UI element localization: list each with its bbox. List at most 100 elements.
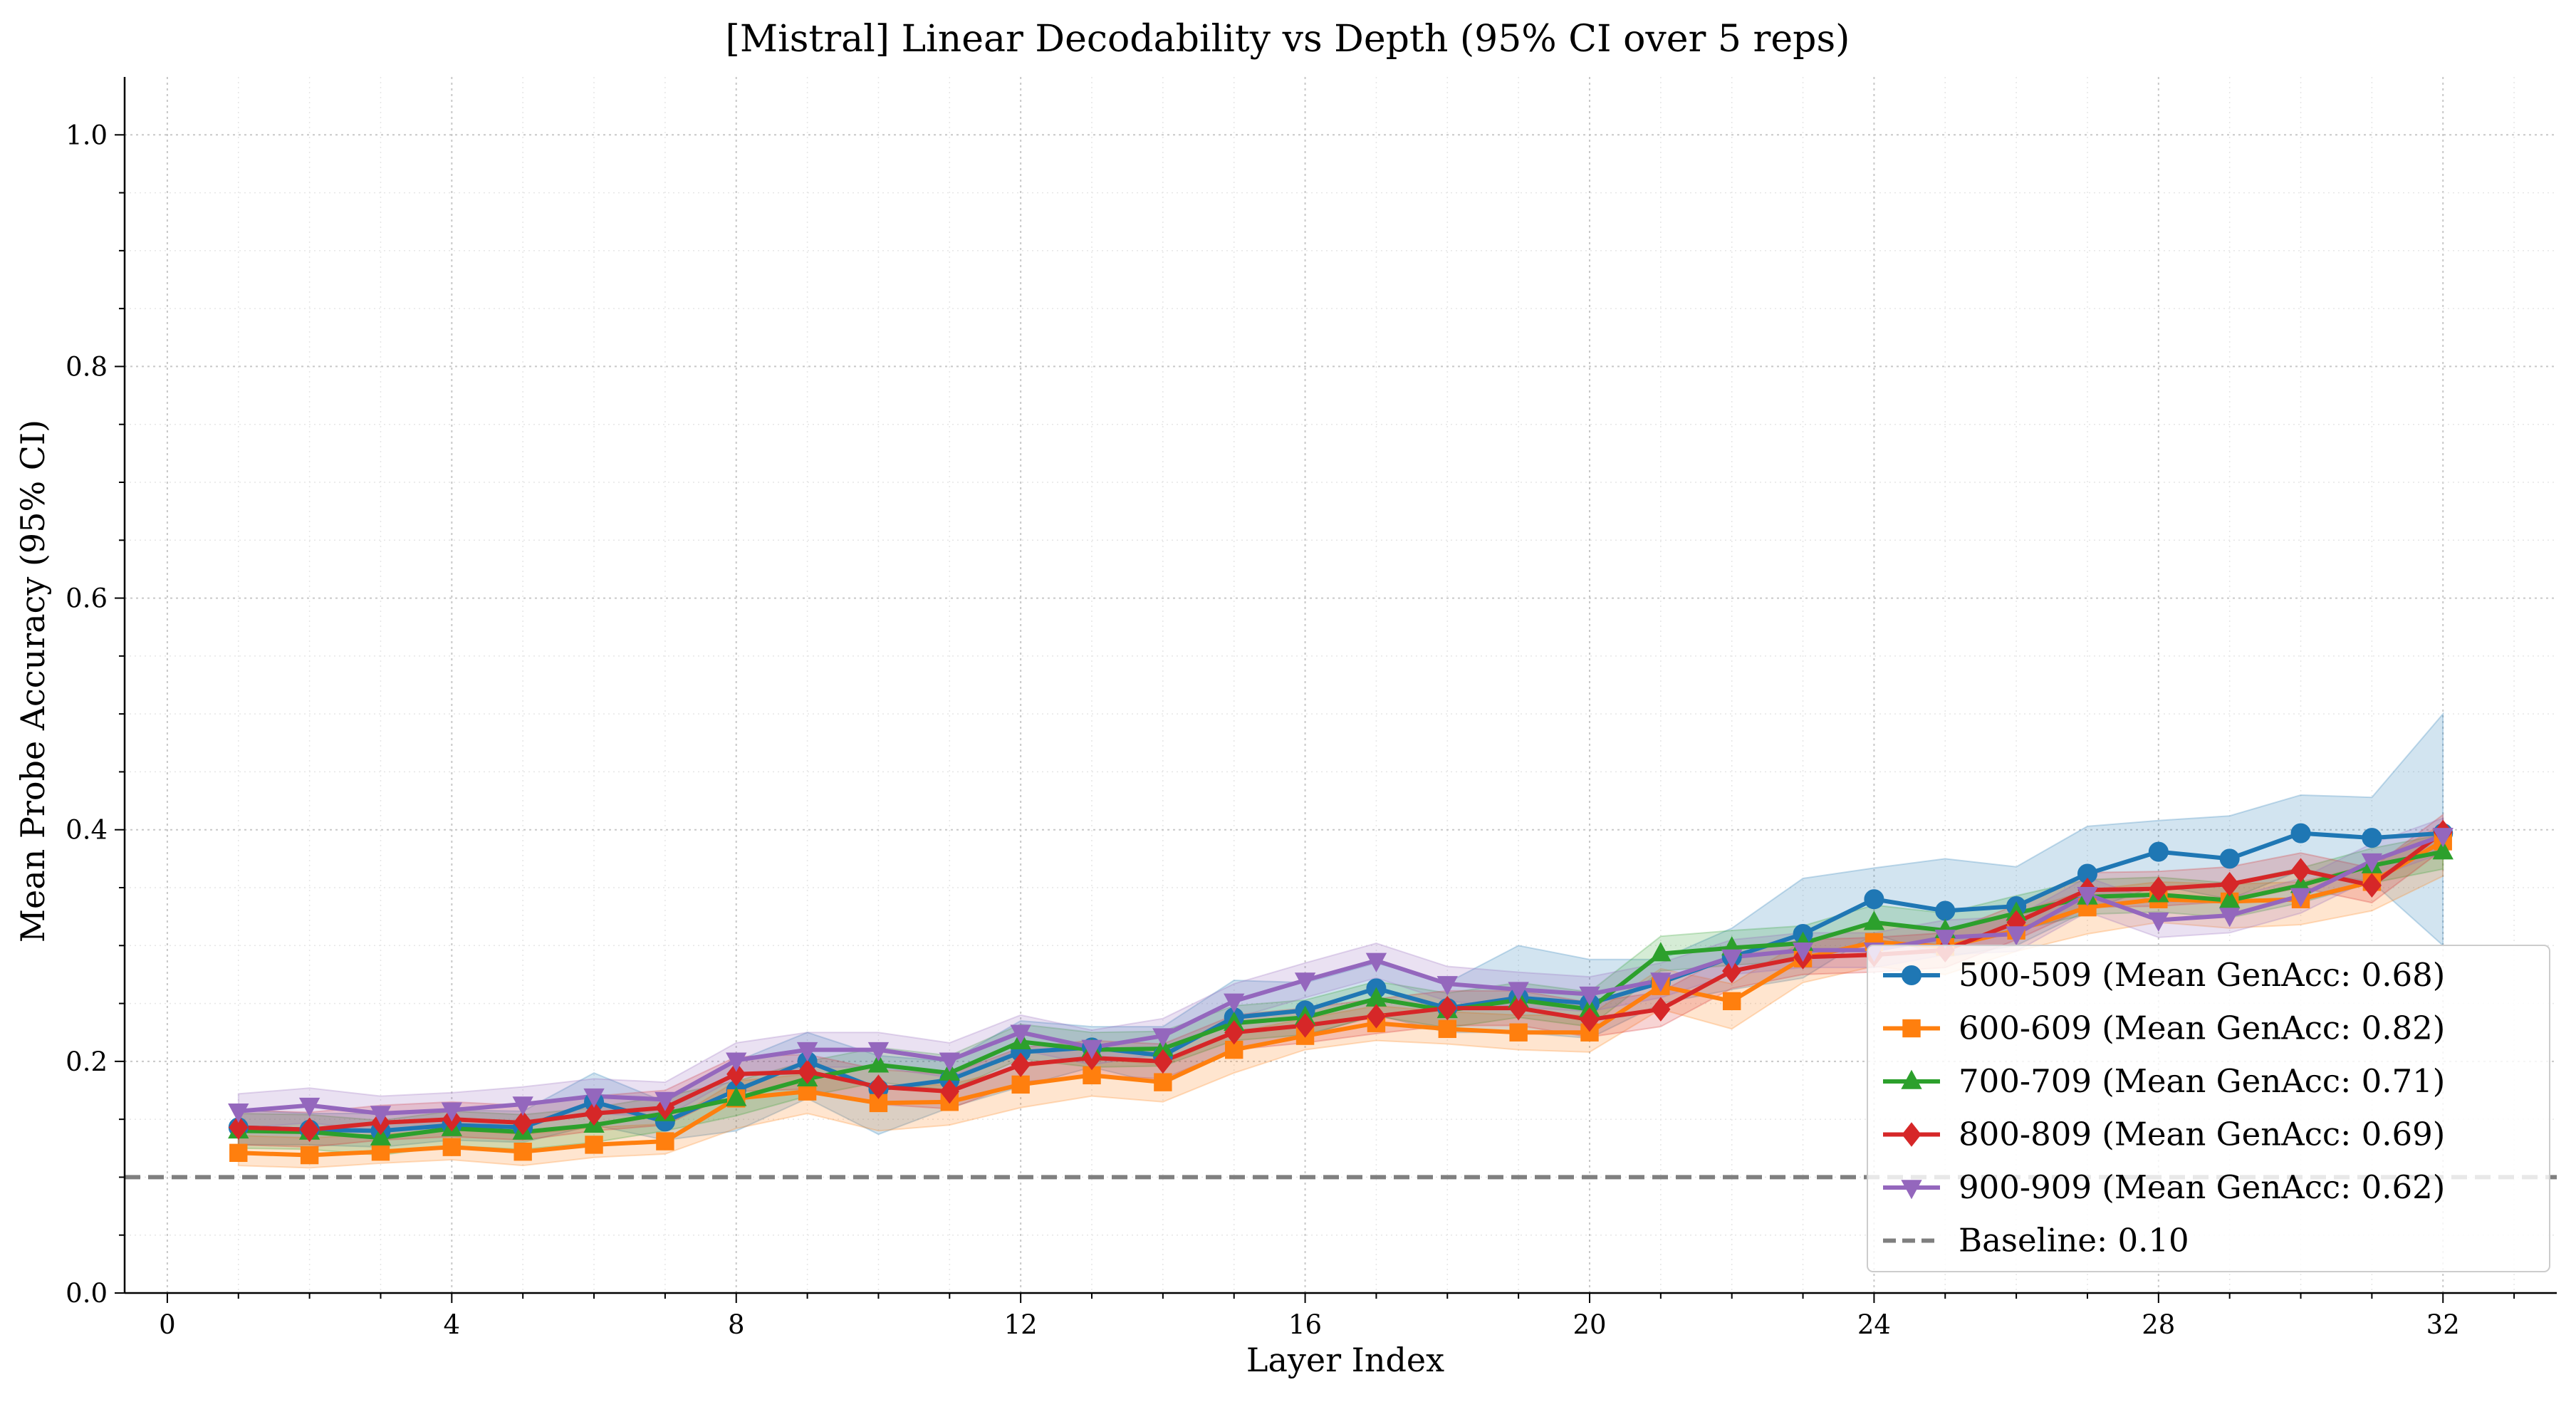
data-point-s3-10 (868, 1074, 889, 1099)
data-point-s2-24 (1863, 910, 1885, 930)
data-point-s3-17 (1366, 1004, 1387, 1029)
chart-title: [Mistral] Linear Decodability vs Depth (… (726, 18, 1850, 61)
data-point-s1-12 (1011, 1075, 1030, 1094)
data-point-s2-29 (2218, 888, 2241, 908)
legend-box (1867, 945, 2550, 1272)
ci-band-2 (237, 834, 2444, 1156)
data-point-s0-24 (1864, 889, 1884, 910)
x-tick-label: 4 (444, 1309, 461, 1340)
data-point-s4-3 (370, 1106, 392, 1126)
data-point-s4-28 (2148, 912, 2169, 932)
data-point-s4-10 (867, 1042, 890, 1062)
data-point-s2-21 (1650, 942, 1672, 962)
x-axis-label: Layer Index (1246, 1341, 1444, 1379)
data-point-s1-22 (1722, 992, 1741, 1011)
data-point-s4-4 (441, 1102, 463, 1122)
data-point-s4-11 (939, 1052, 960, 1072)
legend-label-2: 700-709 (Mean GenAcc: 0.71) (1959, 1062, 2445, 1100)
data-point-s3-8 (726, 1061, 746, 1086)
data-point-s4-1 (228, 1104, 249, 1123)
data-point-s2-8 (726, 1086, 747, 1106)
data-point-s0-25 (1935, 900, 1956, 921)
data-point-s4-32 (2432, 828, 2454, 848)
series-lines (238, 830, 2445, 1158)
y-tick-labels: 0.0 0.2 0.4 0.6 0.8 1.0 (66, 120, 108, 1309)
data-point-s3-1 (229, 1115, 249, 1140)
data-point-s0-28 (2148, 841, 2169, 862)
x-tick-labels: 0 4 8 12 16 20 24 28 32 (159, 1309, 2460, 1340)
data-point-s4-8 (726, 1052, 747, 1072)
data-point-s3-28 (2149, 876, 2169, 901)
data-point-s0-30 (2290, 823, 2311, 843)
data-point-s3-30 (2290, 858, 2311, 883)
y-tick-label: 1.0 (66, 120, 108, 150)
axes (115, 77, 2557, 1303)
data-point-s0-29 (2219, 848, 2240, 869)
data-point-s1-18 (1438, 1019, 1456, 1039)
x-tick-label: 24 (1857, 1309, 1891, 1340)
data-point-s4-27 (2077, 887, 2098, 907)
y-tick-label: 0.0 (66, 1278, 108, 1309)
data-point-s4-9 (796, 1042, 818, 1062)
data-point-s3-22 (1722, 958, 1742, 984)
data-point-s3-12 (1011, 1052, 1031, 1077)
legend-label-3: 800-809 (Mean GenAcc: 0.69) (1959, 1116, 2445, 1153)
data-point-s4-29 (2218, 908, 2241, 928)
data-point-s4-30 (2290, 888, 2312, 908)
data-point-s4-7 (655, 1091, 676, 1111)
legend-marker-4 (1901, 1180, 1922, 1200)
data-point-s3-19 (1508, 995, 1528, 1021)
data-point-s1-14 (1154, 1073, 1172, 1091)
x-tick-label: 32 (2426, 1309, 2460, 1340)
data-point-s2-10 (867, 1053, 890, 1073)
y-tick-label: 0.6 (66, 583, 108, 614)
legend-marker-2 (1901, 1069, 1922, 1089)
legend-label-1: 600-609 (Mean GenAcc: 0.82) (1959, 1009, 2445, 1047)
data-point-s4-19 (1508, 982, 1529, 1002)
data-point-s4-23 (1792, 943, 1814, 962)
data-point-s4-26 (2006, 926, 2027, 946)
data-point-s3-5 (513, 1110, 533, 1136)
data-point-s1-1 (229, 1143, 248, 1162)
data-point-s4-15 (1224, 993, 1245, 1013)
legend: 500-509 (Mean GenAcc: 0.68) 600-609 (Mean… (1867, 945, 2550, 1272)
data-point-s3-11 (939, 1079, 959, 1104)
data-point-s4-18 (1436, 976, 1458, 996)
data-point-s2-3 (370, 1126, 392, 1146)
series-line-0 (238, 831, 2444, 1133)
data-point-s3-21 (1651, 997, 1671, 1022)
data-point-s4-31 (2361, 853, 2383, 873)
x-tick-label: 0 (159, 1309, 176, 1340)
data-point-s4-13 (1081, 1039, 1102, 1059)
series-line-3 (238, 830, 2445, 1132)
x-tick-label: 12 (1004, 1309, 1038, 1340)
data-point-s4-20 (1579, 986, 1600, 1006)
data-point-s1-5 (513, 1142, 532, 1161)
y-tick-label: 0.8 (66, 351, 108, 382)
y-tick-label: 0.4 (66, 815, 108, 846)
data-point-s0-31 (2362, 828, 2382, 848)
data-point-s1-19 (1509, 1023, 1528, 1042)
legend-label-4: 900-909 (Mean GenAcc: 0.62) (1959, 1168, 2445, 1206)
y-tick-label: 0.2 (66, 1047, 108, 1077)
data-point-s3-18 (1437, 995, 1457, 1021)
data-point-s1-7 (656, 1132, 674, 1151)
data-point-s4-14 (1152, 1028, 1174, 1048)
series-line-1 (238, 839, 2444, 1158)
data-point-s1-2 (300, 1146, 319, 1165)
data-point-s4-21 (1650, 972, 1672, 992)
data-point-s4-6 (583, 1088, 605, 1108)
data-point-s4-12 (1010, 1024, 1031, 1044)
legend-label-0: 500-509 (Mean GenAcc: 0.68) (1959, 956, 2445, 994)
legend-marker-3 (1902, 1122, 1921, 1147)
data-point-s3-9 (797, 1059, 818, 1084)
data-point-s4-16 (1294, 972, 1316, 992)
data-point-s3-20 (1580, 1007, 1600, 1032)
data-point-s3-6 (584, 1101, 604, 1126)
data-point-s1-4 (442, 1138, 462, 1156)
data-point-s3-16 (1295, 1013, 1315, 1038)
data-point-s4-5 (512, 1096, 533, 1116)
data-point-s1-3 (371, 1142, 390, 1161)
legend-marker-0 (1902, 965, 1921, 985)
